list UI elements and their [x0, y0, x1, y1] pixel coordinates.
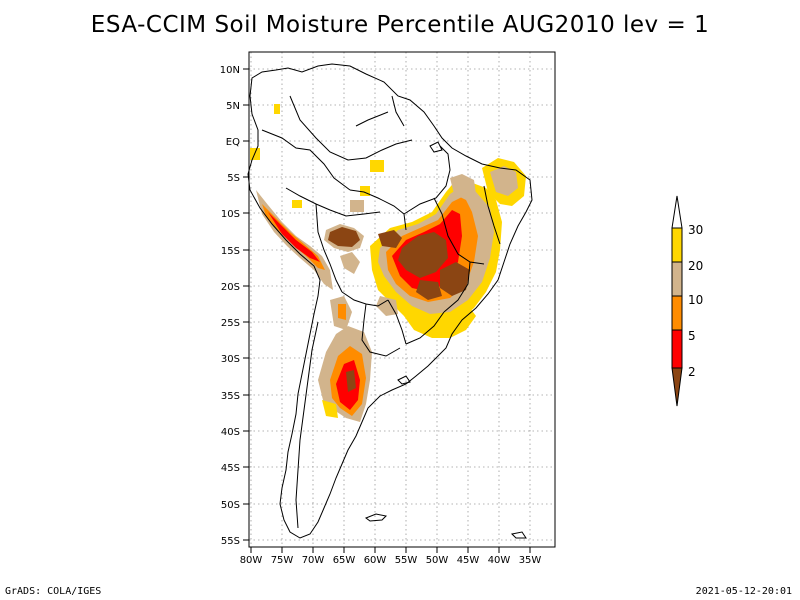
legend-label: 2 — [688, 365, 696, 379]
legend-label: 5 — [688, 329, 696, 343]
legend-label: 20 — [688, 259, 703, 273]
lon-label: 50W — [426, 555, 449, 566]
color-legend — [671, 195, 683, 407]
legend-bottom-arrow — [671, 367, 683, 407]
lon-label: 35W — [519, 555, 542, 566]
lon-label: 55W — [395, 555, 418, 566]
islands-outline — [364, 141, 527, 539]
legend-label: 10 — [688, 293, 703, 307]
lat-label: 45S — [221, 463, 240, 474]
lat-label: 55S — [221, 536, 240, 547]
lon-label: 65W — [333, 555, 356, 566]
soil-moisture-shading — [250, 104, 526, 422]
coastline-borders — [247, 63, 533, 539]
axis-ticks — [243, 68, 531, 553]
legend-swatch — [671, 261, 683, 297]
lat-label: 30S — [221, 354, 240, 365]
map-frame — [248, 51, 556, 548]
lat-label: 5S — [227, 173, 240, 184]
lat-label: 50S — [221, 500, 240, 511]
lat-label: 5N — [226, 101, 240, 112]
lat-label: 35S — [221, 391, 240, 402]
lat-label: 40S — [221, 427, 240, 438]
lat-label: 25S — [221, 318, 240, 329]
lat-label: EQ — [226, 137, 240, 148]
lon-label: 40W — [488, 555, 511, 566]
footer-timestamp: 2021-05-12-20:01 — [695, 586, 792, 597]
footer-credit: GrADS: COLA/IGES — [5, 586, 102, 597]
lon-label: 75W — [271, 555, 294, 566]
lon-label: 70W — [302, 555, 325, 566]
lat-label: 10S — [221, 209, 240, 220]
lon-label: 45W — [457, 555, 480, 566]
legend-label: 30 — [688, 223, 703, 237]
legend-swatch — [671, 295, 683, 331]
lat-label: 20S — [221, 282, 240, 293]
lat-label: 10N — [220, 65, 240, 76]
legend-top-arrow — [671, 195, 683, 229]
lon-label: 80W — [240, 555, 263, 566]
legend-swatch — [671, 329, 683, 369]
lat-label: 15S — [221, 246, 240, 257]
legend-swatch — [671, 227, 683, 263]
map-title: ESA-CCIM Soil Moisture Percentile AUG201… — [90, 12, 710, 38]
lon-label: 60W — [364, 555, 387, 566]
